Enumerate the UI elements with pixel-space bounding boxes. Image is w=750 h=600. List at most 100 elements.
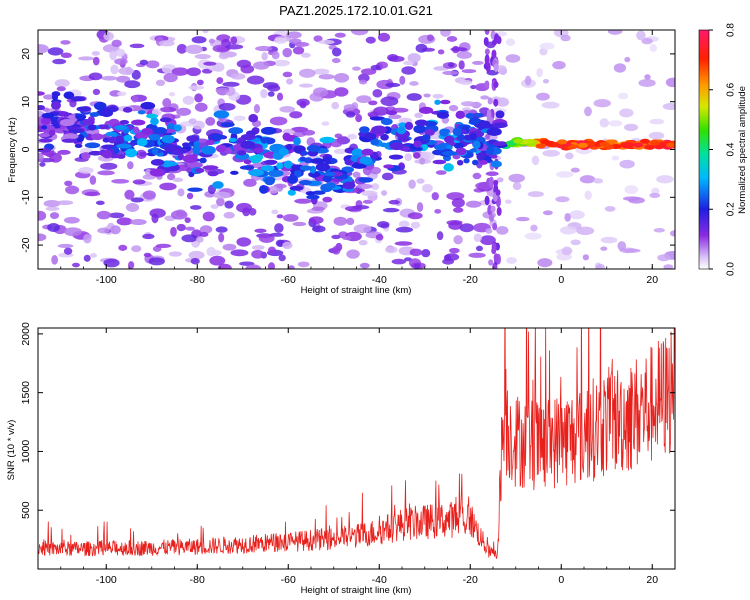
spectrogram-noise-cell	[155, 243, 172, 248]
spectrogram-noise-cell	[251, 245, 265, 250]
spectrogram-noise-cell	[216, 77, 224, 84]
spectrogram-noise-cell	[218, 102, 236, 111]
spectrogram-noise-cell	[279, 105, 296, 113]
spectrogram-ridge-cell	[308, 171, 321, 178]
spectrogram-ridge-cell	[490, 160, 503, 168]
spectrogram-ridge-cell	[287, 175, 299, 184]
spectrogram-noise-cell	[484, 54, 490, 66]
spectrogram-noise-cell	[96, 210, 111, 220]
spectrogram-noise-cell	[334, 32, 346, 38]
spectrogram-noise-cell	[564, 152, 574, 160]
spectrogram-ridge-cell	[199, 157, 207, 164]
spectrogram-noise-cell	[267, 246, 276, 254]
spectrogram-noise-cell	[215, 226, 228, 233]
spectrogram-noise-cell	[190, 257, 200, 265]
spectrogram-noise-cell	[90, 253, 97, 258]
snr-x-tick-label: -80	[190, 574, 205, 586]
spectrogram-noise-cell	[258, 233, 275, 243]
spectrogram-ridge-cell	[452, 127, 462, 137]
spectrogram-ridge-cell	[471, 159, 479, 166]
spectrogram-noise-cell	[496, 36, 502, 45]
spectrogram-ridge-cell	[492, 141, 507, 147]
spectrogram-noise-cell	[56, 86, 66, 92]
spectrogram-noise-cell	[57, 243, 74, 248]
spectrogram-ridge-cell	[187, 187, 203, 192]
spectrogram-noise-cell	[222, 81, 240, 87]
colorbar-tick-label: 0.6	[726, 82, 737, 96]
spectrogram-noise-cell	[394, 241, 413, 246]
spectrogram-noise-cell	[458, 60, 465, 70]
spectrogram-noise-cell	[407, 212, 423, 220]
spectrogram-noise-cell	[236, 202, 252, 213]
spectrogram-noise-cell	[403, 60, 415, 66]
spectrogram-noise-cell	[311, 206, 325, 212]
spectrogram-noise-cell	[188, 85, 205, 90]
spectrogram-ridge-cell	[351, 148, 364, 158]
spectrogram-ridge-cell	[239, 165, 255, 170]
spectrogram-noise-cell	[331, 234, 341, 240]
spectrogram-ridge-cell	[149, 168, 166, 177]
spectrogram-ridge-cell	[440, 99, 451, 105]
spectrogram-noise-cell	[593, 98, 611, 108]
spectrogram-noise-cell	[95, 200, 105, 206]
spectrogram-noise-cell	[181, 234, 198, 243]
spectrogram-ridge-cell	[162, 161, 178, 167]
spectrogram-noise-cell	[163, 72, 178, 83]
spectrogram-ridge-cell	[359, 126, 370, 134]
spectrogram-noise-cell	[460, 101, 476, 107]
colorbar-label: Normalized spectral amplitude	[737, 86, 748, 214]
spectrogram-noise-cell	[414, 112, 423, 118]
spectrogram-x-tick-label: -60	[281, 274, 296, 286]
spectrogram-noise-cell	[493, 63, 499, 72]
spectrogram-ridge-cell	[300, 150, 309, 156]
spectrogram-noise-cell	[356, 95, 372, 103]
spectrogram-noise-cell	[536, 92, 550, 101]
spectrogram-ridge-cell	[116, 143, 132, 149]
spectrogram-noise-cell	[360, 68, 377, 75]
spectrogram-noise-cell	[276, 92, 284, 101]
snr-x-axis-label: Height of straight line (km)	[301, 585, 412, 596]
spectrogram-ridge-cell	[289, 185, 304, 191]
spectrogram-ridge-cell	[486, 127, 502, 137]
spectrogram-ridge-cell	[413, 152, 421, 159]
spectrogram-noise-cell	[490, 205, 496, 213]
spectrogram-x-tick-label: -40	[372, 274, 387, 286]
spectrogram-noise-cell	[391, 258, 407, 265]
spectrogram-noise-cell	[381, 190, 388, 196]
spectrogram-noise-cell	[69, 99, 77, 108]
spectrogram-ridge-cell	[306, 145, 321, 152]
spectrogram-noise-cell	[475, 245, 483, 252]
spectrogram-ridge-cell	[131, 119, 146, 126]
spectrogram-ridge-cell	[248, 169, 264, 177]
spectrogram-noise-cell	[255, 45, 273, 52]
spectrogram-noise-cell	[649, 118, 665, 125]
spectrogram-noise-cell	[401, 66, 416, 75]
spectrogram-ridge-cell	[38, 104, 46, 111]
spectrogram-ridge-cell	[205, 139, 215, 146]
spectrogram-noise-cell	[407, 53, 421, 63]
spectrogram-ridge-cell	[413, 140, 422, 148]
snr-panel: -100 -80 -60 -40 -20 0 20 500 1000 1500 2000 Heig…	[6, 322, 676, 596]
spectrogram-ridge-cell	[123, 134, 133, 142]
spectrogram-noise-cell	[404, 153, 412, 162]
spectrogram-noise-cell	[100, 162, 118, 170]
spectrogram-noise-cell	[215, 87, 230, 94]
spectrogram-ridge-cell	[463, 158, 470, 164]
spectrogram-noise-cell	[484, 195, 490, 206]
spectrogram-noise-cell	[128, 261, 135, 269]
spectrogram-ridge-cell	[544, 140, 555, 146]
colorbar-gradient	[698, 29, 710, 270]
spectrogram-noise-cell	[182, 95, 195, 105]
spectrogram-noise-cell	[373, 106, 389, 116]
spectrogram-x-axis-label: Height of straight line (km)	[301, 285, 412, 296]
spectrogram-ridge-cell	[84, 142, 101, 149]
spectrogram-ridge-cell	[74, 143, 83, 148]
spectrogram-ridge-cell	[41, 125, 48, 130]
spectrogram-ridge-cell	[90, 133, 104, 141]
spectrogram-ridge-cell	[655, 143, 666, 149]
spectrogram-ridge-cell	[260, 137, 268, 144]
spectrogram-noise-cell	[261, 52, 268, 61]
spectrogram-noise-cell	[286, 78, 294, 85]
spectrogram-noise-cell	[584, 106, 592, 117]
spectrogram-ridge-cell	[122, 106, 133, 113]
